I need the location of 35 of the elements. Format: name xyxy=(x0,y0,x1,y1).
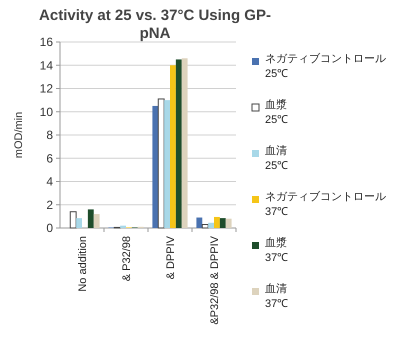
x-tick-label: & DPPIV xyxy=(165,235,177,280)
legend-label: ネガティブコントロール 37℃ xyxy=(265,190,386,218)
legend-label: 血清 37℃ xyxy=(265,282,288,310)
y-tick-label: 12 xyxy=(40,82,54,96)
bar xyxy=(70,211,77,228)
bar xyxy=(94,214,100,228)
bar xyxy=(202,224,209,228)
y-tick-label: 4 xyxy=(46,174,54,188)
y-tick-label: 2 xyxy=(46,198,54,212)
bar xyxy=(152,106,158,228)
bar xyxy=(182,58,188,228)
x-tick-label: & P32/98 xyxy=(121,236,133,282)
bar xyxy=(196,218,202,228)
legend-label: ネガティブコントロール 25℃ xyxy=(265,52,386,80)
legend-label: 血漿 25℃ xyxy=(265,98,288,126)
bar xyxy=(220,218,226,228)
y-tick-label: 0 xyxy=(46,221,54,235)
legend-label: 血清 25℃ xyxy=(265,144,288,172)
bar xyxy=(176,59,182,228)
legend-label: 血漿 37℃ xyxy=(265,236,288,264)
x-tick-label: No addition xyxy=(77,236,89,292)
y-tick-label: 8 xyxy=(46,128,54,142)
bar xyxy=(226,218,232,228)
y-tick-label: 6 xyxy=(46,151,54,166)
bar xyxy=(76,218,82,228)
bar xyxy=(170,65,176,228)
y-axis-title: mOD/min xyxy=(13,112,25,158)
x-tick-label: &P32/98 & DPPIV xyxy=(209,235,221,325)
y-tick-label: 10 xyxy=(40,104,54,119)
bar xyxy=(88,209,94,228)
y-tick-label: 14 xyxy=(40,58,54,72)
bar xyxy=(208,222,214,228)
bar xyxy=(164,100,170,228)
y-tick-label: 16 xyxy=(40,35,54,49)
bar xyxy=(214,216,220,228)
